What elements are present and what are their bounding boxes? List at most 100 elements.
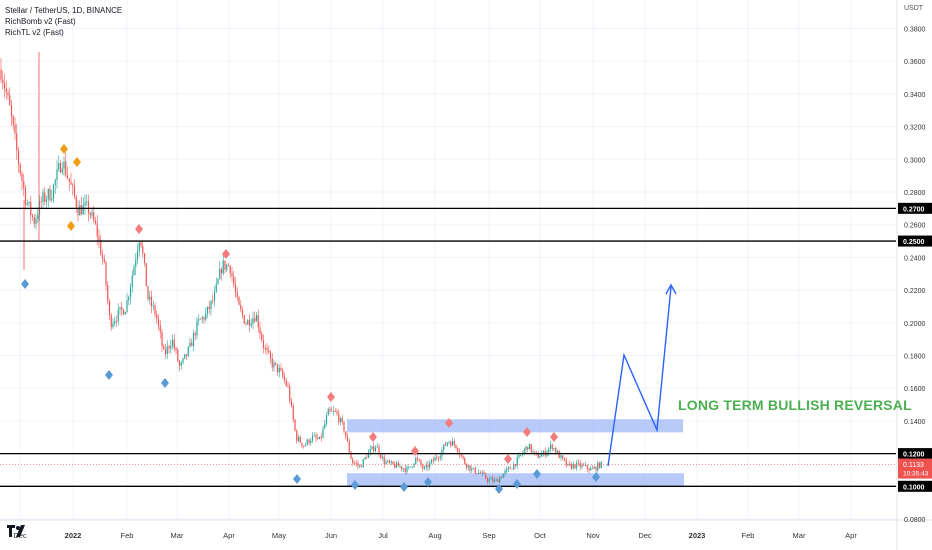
candle	[597, 462, 599, 471]
candle	[171, 339, 174, 346]
candle	[422, 465, 424, 469]
time-tick-label: Mar	[793, 531, 806, 540]
candle	[42, 192, 44, 202]
candle	[479, 472, 482, 474]
buy-marker	[161, 378, 169, 388]
candle	[469, 465, 471, 471]
candle	[565, 459, 567, 466]
candle	[392, 461, 394, 465]
candle	[399, 466, 401, 468]
candle	[385, 461, 387, 465]
candle	[143, 253, 146, 264]
candle	[376, 446, 378, 448]
candle	[54, 179, 56, 185]
candle	[497, 479, 499, 483]
candle	[192, 333, 195, 347]
indicator-richbomb[interactable]: RichBomb v2 (Fast)	[5, 17, 76, 26]
candle	[453, 441, 455, 445]
candle	[68, 178, 70, 182]
candle	[486, 478, 489, 482]
candle	[194, 333, 196, 336]
candle	[355, 463, 357, 465]
sell-marker	[135, 224, 143, 234]
candle	[432, 459, 434, 461]
candle	[191, 342, 193, 347]
buy-marker	[495, 484, 503, 494]
candle	[5, 88, 7, 93]
candle	[187, 346, 189, 356]
price-tick-label: 0.1400	[904, 419, 926, 426]
price-tick-label: 0.2000	[904, 321, 926, 328]
candle	[560, 455, 562, 459]
candle	[210, 300, 212, 310]
time-tick-label: Mar	[171, 531, 184, 540]
candle	[159, 325, 161, 333]
candle	[534, 451, 536, 453]
candle	[122, 309, 125, 315]
symbol-line[interactable]: Stellar / TetherUS, 1D, BINANCE	[5, 6, 123, 15]
candle	[44, 192, 46, 202]
candle	[457, 448, 459, 453]
candle	[327, 408, 329, 416]
candle	[33, 217, 35, 225]
price-level-tag	[898, 448, 932, 460]
candle	[255, 315, 258, 322]
candle	[532, 451, 534, 453]
candle	[598, 462, 601, 468]
candle	[236, 292, 238, 298]
candle	[492, 478, 494, 482]
price-tick-label: 0.0800	[904, 517, 926, 524]
candle	[166, 346, 168, 355]
candle	[273, 362, 275, 368]
candle	[317, 437, 319, 440]
price-tick-label: 0.2600	[904, 223, 926, 230]
candle	[513, 464, 515, 470]
candle	[595, 466, 597, 471]
candle	[98, 236, 100, 241]
candle	[373, 446, 375, 451]
candle	[569, 463, 571, 465]
candle	[406, 467, 408, 472]
candle	[238, 297, 240, 305]
candle	[289, 386, 291, 402]
price-level-tag	[898, 202, 932, 214]
candle	[329, 408, 331, 411]
candle	[198, 318, 200, 321]
candle	[72, 184, 74, 186]
candle	[514, 464, 517, 466]
buy-marker	[293, 474, 301, 484]
candle	[332, 411, 335, 412]
candle	[311, 435, 314, 441]
candle	[415, 457, 417, 464]
candle	[448, 442, 450, 443]
last-price-label: 0.1133	[903, 462, 924, 469]
sell-marker	[504, 454, 512, 464]
candle	[574, 464, 576, 468]
candle	[572, 464, 574, 469]
candle	[280, 368, 282, 371]
candle	[562, 455, 564, 459]
candle	[304, 444, 307, 447]
candle	[229, 265, 231, 273]
candle	[418, 459, 420, 461]
candle	[366, 457, 368, 459]
price-tick-label: 0.2800	[904, 190, 926, 197]
candle	[2, 79, 4, 84]
candle	[283, 376, 286, 381]
candle	[313, 435, 315, 437]
candle	[325, 415, 328, 424]
candle	[40, 201, 42, 202]
price-level-label: 0.2700	[903, 206, 925, 213]
buy-marker	[592, 472, 600, 482]
candle	[488, 479, 490, 482]
candle	[16, 133, 18, 151]
candle	[378, 446, 380, 455]
candle	[222, 260, 224, 274]
candle	[318, 436, 321, 440]
candle	[257, 315, 259, 328]
candle	[84, 202, 86, 206]
candle	[261, 333, 263, 341]
candle	[462, 455, 464, 459]
indicator-richtl[interactable]: RichTL v2 (Fast)	[5, 28, 64, 37]
